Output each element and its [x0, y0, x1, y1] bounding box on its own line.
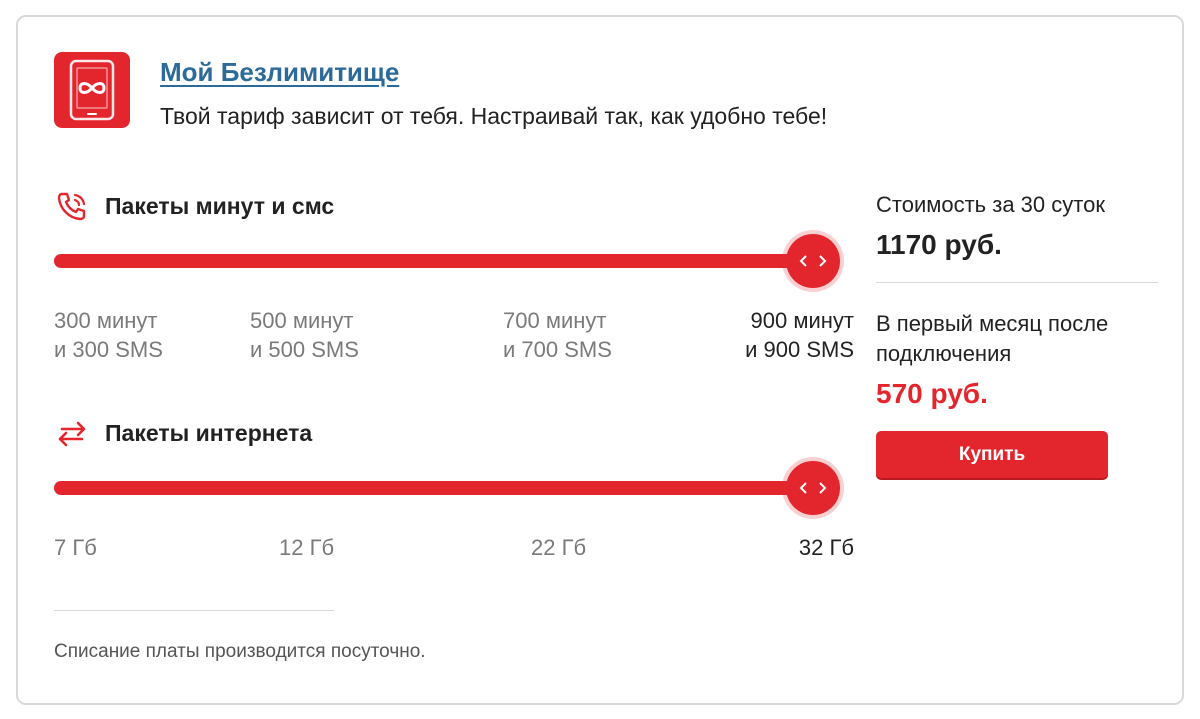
chevron-left-right-icon: [799, 482, 827, 494]
billing-footnote: Списание платы производится посуточно.: [54, 641, 426, 662]
minutes-sms-slider-handle[interactable]: [786, 234, 840, 288]
tariff-description: Твой тариф зависит от тебя. Настраивай т…: [160, 103, 828, 129]
first-month-value: 570 руб.: [876, 378, 988, 409]
internet-option-12[interactable]: 12 Гб: [279, 535, 335, 560]
divider: [54, 610, 334, 611]
internet-option-7[interactable]: 7 Гб: [54, 535, 97, 560]
internet-slider-handle[interactable]: [786, 461, 840, 515]
cost-label: Стоимость за 30 суток: [876, 192, 1105, 217]
minutes-option-300[interactable]: 300 минут и 300 SMS: [54, 308, 163, 362]
divider: [876, 282, 1158, 283]
internet-option-32[interactable]: 32 Гб: [798, 535, 854, 560]
minutes-option-900[interactable]: 900 минут и 900 SMS: [745, 308, 854, 362]
phone-call-icon: [56, 191, 90, 226]
buy-button[interactable]: Купить: [876, 431, 1108, 478]
minutes-sms-section-title: Пакеты минут и смс: [105, 193, 335, 219]
minutes-option-500[interactable]: 500 минут и 500 SMS: [250, 308, 359, 362]
cost-value: 1170 руб.: [876, 229, 1002, 260]
minutes-sms-slider-track[interactable]: [54, 254, 814, 268]
internet-section-title: Пакеты интернета: [105, 420, 313, 446]
internet-option-22[interactable]: 22 Гб: [531, 535, 587, 560]
internet-slider-track[interactable]: [54, 481, 814, 495]
chevron-left-right-icon: [799, 255, 827, 267]
phone-infinity-icon: [54, 52, 130, 128]
first-month-label: В первый месяц после подключения: [876, 311, 1109, 366]
swap-arrows-icon: [54, 420, 90, 453]
minutes-option-700[interactable]: 700 минут и 700 SMS: [503, 308, 612, 362]
tariff-title-link[interactable]: Мой Безлимитище: [160, 57, 400, 87]
tariff-card: [16, 15, 1184, 705]
